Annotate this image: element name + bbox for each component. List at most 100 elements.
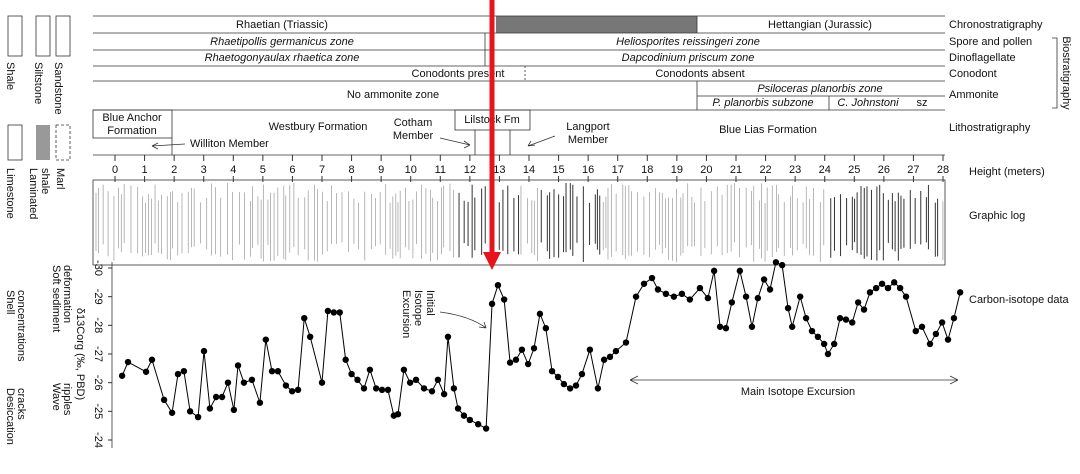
strat-text: Conodonts absent (655, 68, 744, 80)
x-tick-label: 26 (878, 164, 890, 176)
x-tick-label: 0 (112, 164, 118, 176)
data-point (460, 412, 468, 419)
data-point (524, 360, 532, 368)
data-point (956, 289, 964, 296)
data-point (506, 359, 514, 366)
y-tick-label: -27 (92, 346, 104, 362)
data-point (849, 319, 856, 326)
annotation-arrow (439, 311, 487, 329)
strat-text: Formation (107, 125, 157, 137)
data-point (336, 309, 343, 316)
data-point (440, 390, 448, 398)
data-point (434, 376, 442, 383)
data-point (212, 393, 220, 401)
data-point (180, 368, 188, 375)
x-tick-label: 1 (142, 164, 148, 176)
x-tick-label: 2 (171, 164, 177, 176)
legend-swatch (36, 125, 50, 160)
data-point (256, 399, 264, 406)
y-tick-label: -24 (92, 432, 104, 448)
legend-text: Shale (4, 62, 16, 90)
box (92, 109, 173, 139)
data-point (474, 421, 482, 428)
data-point (836, 314, 844, 322)
strat-text: Rhaetian (Triassic) (236, 19, 328, 31)
data-point (482, 425, 490, 432)
strat-text: P. planorbis subzone (712, 97, 813, 109)
x-tick-label: 15 (552, 164, 564, 176)
data-point (512, 356, 520, 363)
y-tick-label: -26 (92, 375, 104, 391)
data-point (330, 309, 338, 316)
data-point (600, 356, 608, 363)
arrow (527, 135, 556, 147)
x-tick-label: 21 (730, 164, 742, 176)
legend-text: Sandstone (52, 62, 64, 115)
data-point (802, 314, 810, 322)
data-point (494, 282, 502, 289)
data-point (612, 347, 620, 355)
legend-swatch (7, 15, 23, 57)
legend-swatch (7, 124, 23, 161)
data-point (348, 370, 355, 378)
legend-text: Desiccation (4, 388, 16, 445)
data-point (230, 406, 238, 414)
legend-text: ripples (61, 383, 73, 416)
data-point (878, 280, 886, 287)
data-point (406, 379, 414, 386)
data-point (530, 345, 538, 352)
strat-text: Conodonts present (412, 68, 505, 80)
x-tick-label: 4 (230, 164, 236, 176)
data-point (444, 333, 452, 340)
data-point (640, 280, 648, 287)
data-point (824, 350, 832, 358)
data-point (554, 373, 562, 381)
data-point (938, 319, 946, 326)
data-point (142, 368, 150, 375)
data-point (872, 284, 880, 292)
data-point (814, 333, 822, 340)
data-point (420, 385, 428, 392)
x-tick-label: 12 (464, 164, 476, 176)
data-point (606, 353, 614, 361)
legend-text: concentrations (15, 290, 27, 362)
x-tick-label: 13 (493, 164, 505, 176)
data-point (820, 340, 828, 348)
row-label: Chronostratigraphy (949, 19, 1043, 31)
legend-text: Soft sediment (50, 265, 62, 332)
data-point (500, 296, 508, 303)
annotation: Main Isotope Excursion (741, 386, 855, 398)
data-point (648, 274, 656, 282)
legend-swatch (35, 15, 51, 57)
data-point (160, 396, 168, 404)
y-tick-label: -30 (92, 260, 104, 276)
strat-text: Heliosporites reissingeri zone (616, 36, 760, 48)
data-point (342, 356, 349, 363)
strat-text: Blue Lias Formation (719, 124, 817, 136)
data-point (378, 386, 386, 394)
data-point (450, 385, 458, 392)
data-point (306, 333, 314, 340)
data-point (578, 370, 586, 378)
x-tick-label: 5 (260, 164, 266, 176)
row-label: Spore and pollen (949, 36, 1032, 48)
data-point (194, 413, 202, 421)
data-point (654, 286, 662, 293)
legend-text: Limestone (4, 168, 16, 219)
data-point (168, 409, 176, 416)
data-point (240, 379, 248, 386)
red-marker (483, 0, 501, 270)
legend-text: Shell (4, 290, 16, 314)
legend-text: cracks (15, 388, 27, 420)
strat-text: Langport (566, 121, 609, 133)
strat-text: Cotham (394, 117, 433, 129)
data-point (716, 323, 724, 330)
data-point (884, 284, 892, 292)
annotation-arrow (629, 375, 959, 385)
annotation: Isotope (412, 290, 424, 326)
x-tick-label: 8 (349, 164, 355, 176)
x-axis-label: Height (meters) (969, 166, 1045, 178)
data-point (218, 393, 226, 401)
x-tick-label: 17 (612, 164, 624, 176)
